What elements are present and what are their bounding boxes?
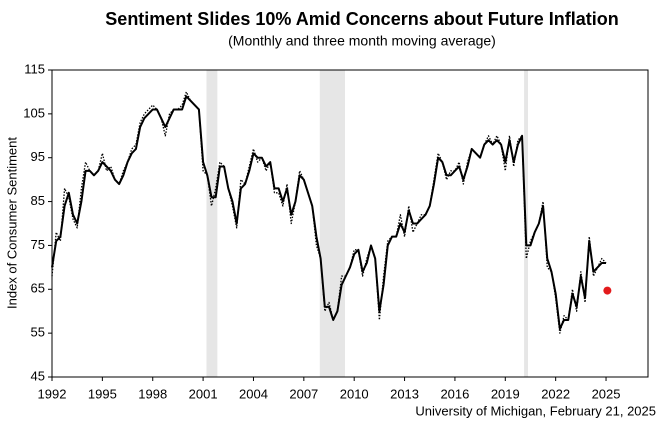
recession-band <box>206 70 218 377</box>
source-note: University of Michigan, February 21, 202… <box>415 403 656 418</box>
chart-title: Sentiment Slides 10% Amid Concerns about… <box>105 9 618 29</box>
y-tick-label: 65 <box>31 281 45 296</box>
x-tick-label: 2001 <box>189 386 218 401</box>
x-tick-label: 1995 <box>88 386 117 401</box>
x-tick-label: 2022 <box>541 386 570 401</box>
y-axis-label: Index of Consumer Sentiment <box>4 137 19 309</box>
plot-frame <box>51 69 649 378</box>
x-tick-label: 2010 <box>340 386 369 401</box>
recession-band <box>319 70 345 377</box>
y-tick-label: 85 <box>31 193 45 208</box>
x-tick-label: 2007 <box>289 386 318 401</box>
y-tick-label: 95 <box>31 149 45 164</box>
x-tick-label: 2004 <box>239 386 268 401</box>
x-tick-label: 1992 <box>38 386 67 401</box>
x-tick-label: 2019 <box>491 386 520 401</box>
x-tick-label: 2025 <box>592 386 621 401</box>
y-tick-label: 45 <box>31 368 45 383</box>
chart-subtitle: (Monthly and three month moving average) <box>228 33 496 49</box>
y-tick-label: 75 <box>31 237 45 252</box>
monthly-line <box>51 91 607 334</box>
y-tick-label: 55 <box>31 325 45 340</box>
x-tick-label: 2013 <box>390 386 419 401</box>
x-tick-label: 1998 <box>138 386 167 401</box>
y-tick-label: 115 <box>24 61 45 76</box>
y-tick-label: 105 <box>23 105 45 120</box>
average-line <box>51 95 607 330</box>
x-tick-label: 2016 <box>440 386 469 401</box>
data-point <box>603 286 612 295</box>
